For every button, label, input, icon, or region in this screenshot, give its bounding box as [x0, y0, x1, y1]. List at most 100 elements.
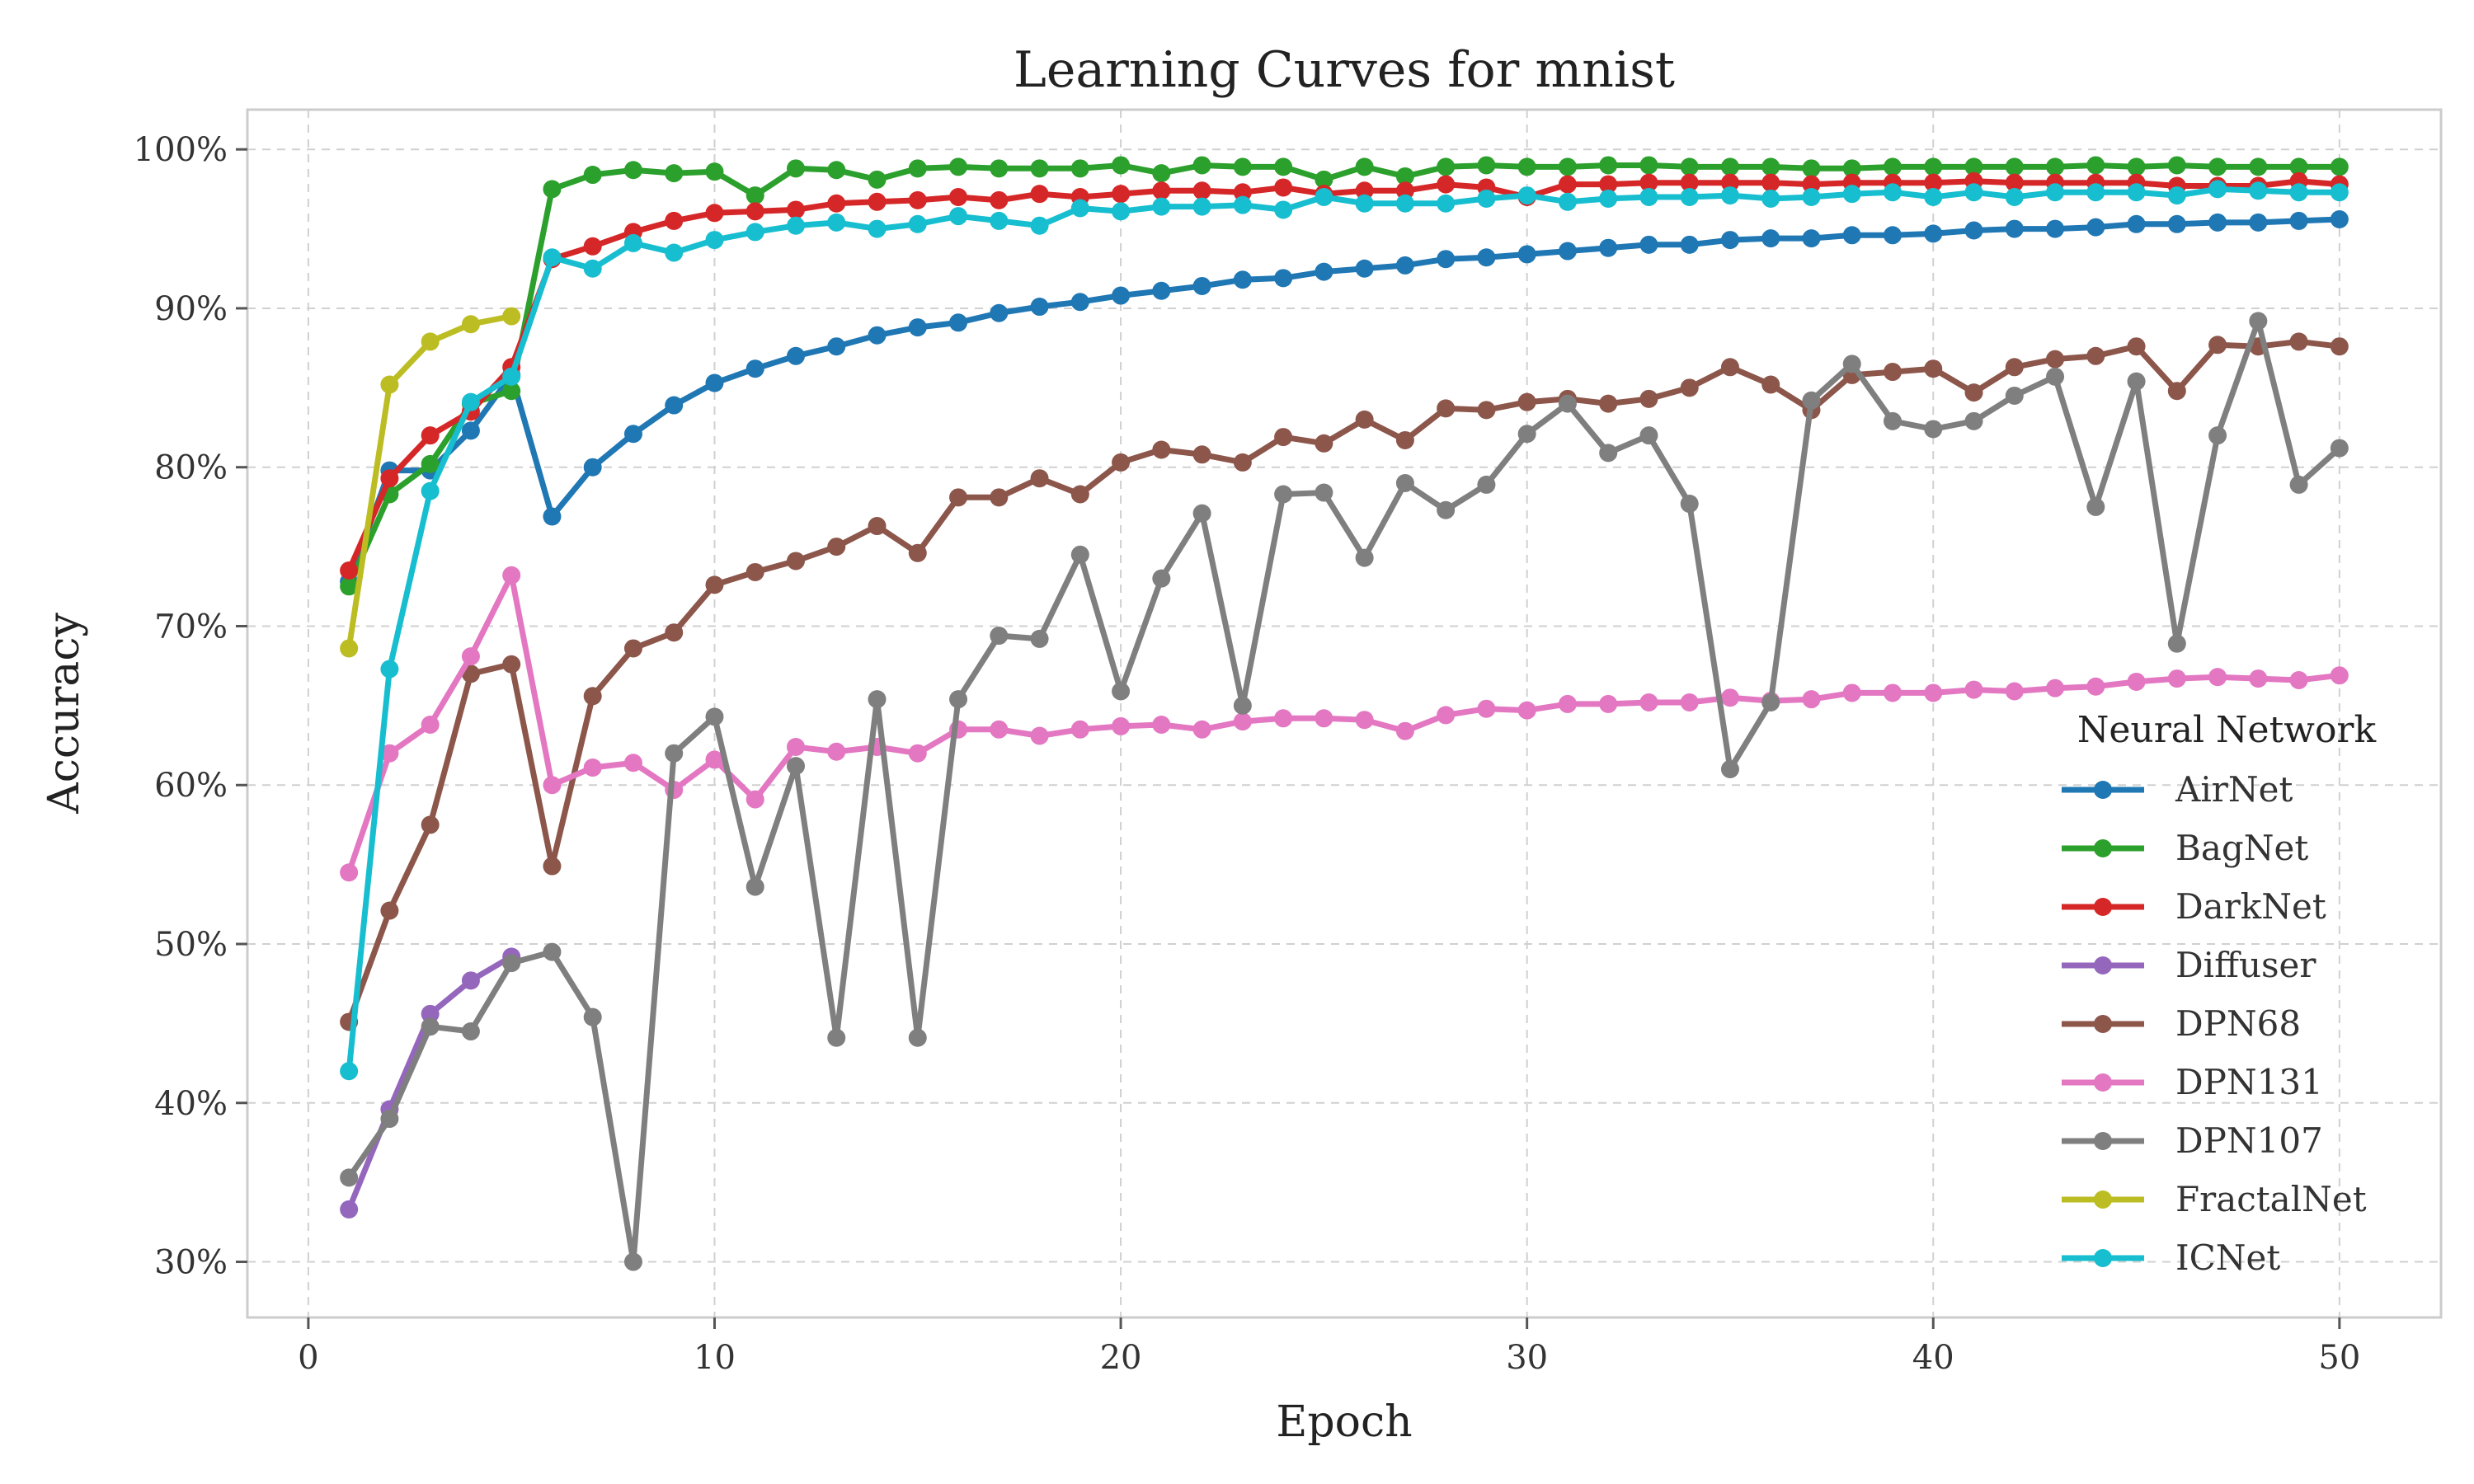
- x-tick-label: 0: [298, 1339, 318, 1377]
- data-point-airnet: [2249, 213, 2268, 232]
- data-point-darknet: [990, 190, 1009, 209]
- series-dpn68: [340, 332, 2349, 1031]
- data-point-airnet: [543, 507, 562, 526]
- data-point-bagnet: [1842, 159, 1861, 178]
- series-line-diffuser: [346, 954, 513, 1211]
- y-tick-label: 90%: [154, 290, 228, 328]
- data-point-dpn131: [2005, 682, 2024, 701]
- data-point-dpn107: [2005, 386, 2024, 405]
- data-point-dpn68: [1355, 410, 1374, 429]
- data-point-dpn107: [1274, 485, 1293, 504]
- data-point-icnet: [2167, 186, 2186, 205]
- data-point-airnet: [1761, 229, 1780, 248]
- data-point-dpn131: [1964, 680, 1983, 699]
- data-point-dpn107: [2167, 634, 2186, 653]
- data-point-dpn107: [2046, 367, 2065, 386]
- data-point-icnet: [623, 233, 642, 252]
- data-point-dpn107: [2127, 372, 2146, 391]
- data-point-airnet: [461, 421, 480, 440]
- data-point-bagnet: [1639, 156, 1658, 175]
- data-point-icnet: [2289, 183, 2308, 202]
- data-point-dpn131: [1639, 693, 1658, 712]
- data-point-dpn107: [2086, 497, 2105, 516]
- data-point-icnet: [745, 223, 764, 242]
- chart-title: Learning Curves for mnist: [1014, 41, 1675, 99]
- data-point-icnet: [1274, 200, 1293, 219]
- data-point-darknet: [421, 426, 440, 445]
- data-point-icnet: [705, 231, 724, 250]
- data-point-icnet: [1233, 195, 1252, 214]
- data-point-bagnet: [1558, 157, 1577, 176]
- legend-label-icnet: ICNet: [2175, 1237, 2280, 1278]
- data-point-darknet: [1599, 175, 1618, 194]
- y-tick-label: 60%: [154, 767, 228, 805]
- data-point-bagnet: [1802, 159, 1821, 178]
- data-point-darknet: [1112, 185, 1131, 204]
- data-point-airnet: [868, 326, 887, 345]
- data-point-airnet: [1680, 235, 1699, 254]
- data-point-dpn107: [1477, 475, 1496, 494]
- data-point-dpn107: [908, 1028, 927, 1047]
- data-point-airnet: [1558, 242, 1577, 261]
- data-point-airnet: [1964, 221, 1983, 240]
- data-point-bagnet: [1924, 157, 1943, 176]
- data-point-dpn131: [2167, 669, 2186, 688]
- legend-marker-diffuser: [2094, 956, 2112, 974]
- data-point-airnet: [2046, 219, 2065, 238]
- data-point-darknet: [340, 561, 359, 580]
- data-point-dpn107: [340, 1168, 359, 1187]
- data-point-airnet: [990, 303, 1009, 322]
- data-point-airnet: [949, 313, 968, 332]
- data-point-dpn107: [1884, 411, 1902, 430]
- data-point-dpn68: [1315, 434, 1333, 453]
- data-point-dpn131: [1395, 721, 1414, 740]
- data-point-bagnet: [2249, 157, 2268, 176]
- data-point-dpn107: [868, 690, 887, 709]
- data-point-airnet: [1395, 256, 1414, 275]
- data-point-dpn107: [1355, 548, 1374, 567]
- data-point-airnet: [1884, 226, 1902, 245]
- data-point-dpn131: [1437, 706, 1456, 725]
- data-point-airnet: [1355, 259, 1374, 278]
- data-point-airnet: [623, 425, 642, 444]
- data-point-bagnet: [2005, 157, 2024, 176]
- plot-frame: [246, 108, 2443, 1319]
- data-point-dpn107: [1842, 355, 1861, 373]
- y-tick-label: 50%: [154, 926, 228, 964]
- data-point-icnet: [1477, 189, 1496, 208]
- data-point-dpn68: [1884, 363, 1902, 382]
- data-point-dpn131: [1802, 690, 1821, 709]
- data-point-dpn131: [2086, 677, 2105, 696]
- data-point-dpn131: [990, 720, 1009, 739]
- data-point-dpn68: [623, 639, 642, 658]
- data-point-dpn107: [1233, 696, 1252, 715]
- data-point-bagnet: [1274, 157, 1293, 176]
- data-point-dpn107: [827, 1028, 846, 1047]
- data-point-airnet: [787, 346, 805, 365]
- data-point-dpn68: [787, 552, 805, 571]
- data-point-diffuser: [421, 1004, 440, 1023]
- legend-marker-airnet: [2094, 781, 2112, 799]
- data-point-dpn107: [2208, 426, 2227, 445]
- data-point-dpn131: [1558, 694, 1577, 713]
- data-point-dpn131: [1842, 683, 1861, 702]
- data-point-icnet: [908, 214, 927, 233]
- legend-title: Neural Network: [2077, 709, 2377, 751]
- data-point-dpn107: [1558, 394, 1577, 413]
- data-point-darknet: [1437, 175, 1456, 194]
- data-point-darknet: [1395, 181, 1414, 200]
- legend-marker-dpn107: [2094, 1132, 2112, 1150]
- data-point-airnet: [1802, 229, 1821, 248]
- data-point-dpn107: [1070, 545, 1089, 564]
- data-point-dpn131: [1192, 720, 1211, 739]
- legend: Neural Network AirNet BagNet DarkNet Diffus…: [2062, 709, 2376, 1278]
- data-point-bagnet: [665, 164, 684, 183]
- legend-label-dpn68: DPN68: [2175, 1003, 2301, 1044]
- x-tick-label: 30: [1506, 1339, 1548, 1377]
- data-point-darknet: [868, 192, 887, 211]
- series-bagnet: [340, 156, 2349, 596]
- data-point-darknet: [380, 469, 399, 488]
- data-point-dpn107: [1395, 473, 1414, 492]
- data-point-dpn131: [2046, 679, 2065, 697]
- data-point-bagnet: [1964, 157, 1983, 176]
